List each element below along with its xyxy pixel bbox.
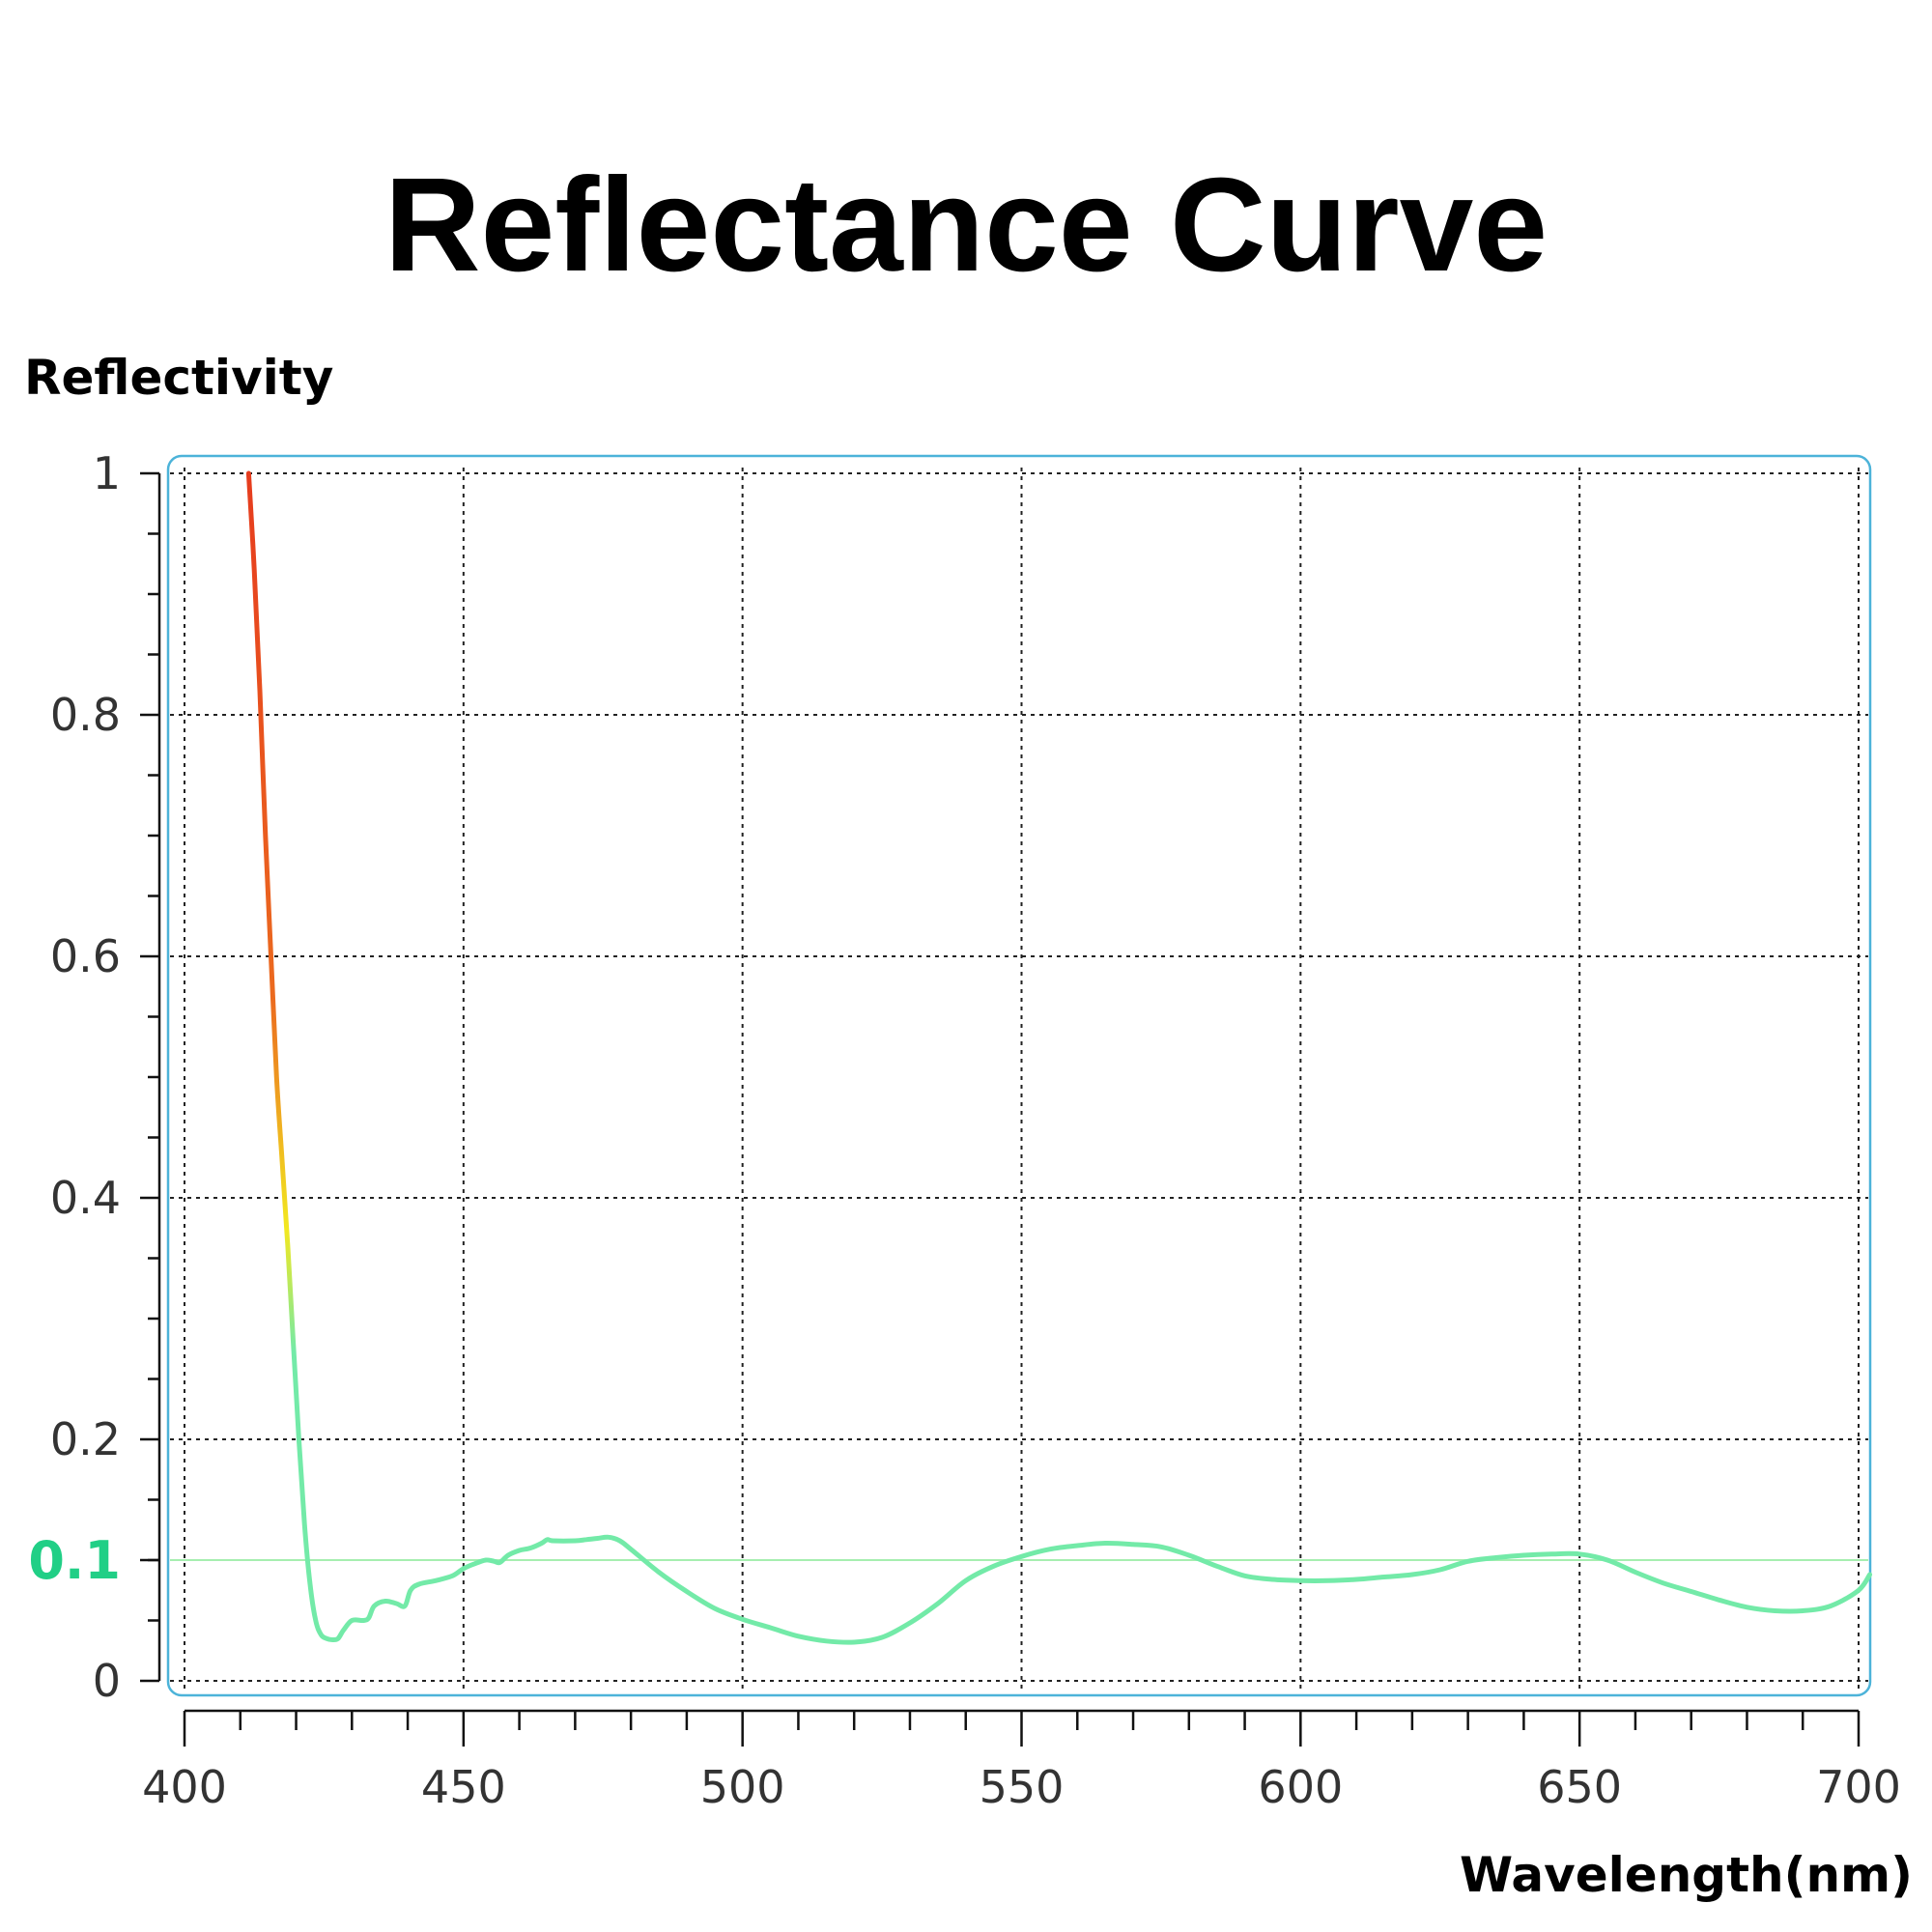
- reflectance-curve-0: [245, 470, 1873, 1645]
- y-tick-label-1: 1: [93, 447, 121, 499]
- x-tick-label-650: 650: [1537, 1761, 1622, 1813]
- grid-lines: [170, 468, 1868, 1689]
- x-tick-label-700: 700: [1816, 1761, 1901, 1813]
- y-tick-label-0_6: 0.6: [50, 930, 121, 982]
- x-tick-label-600: 600: [1258, 1761, 1343, 1813]
- y-tick-label-0_4: 0.4: [50, 1172, 121, 1224]
- x-tick-label-450: 450: [421, 1761, 506, 1813]
- x-axis-title: Wavelength(nm): [1460, 1847, 1913, 1903]
- y-axis-title: Reflectivity: [24, 350, 333, 406]
- reference-line-label: 0.1: [28, 1530, 121, 1591]
- chart-title: Reflectance Curve: [384, 151, 1548, 299]
- axes: [140, 471, 1861, 1747]
- x-tick-label-500: 500: [700, 1761, 785, 1813]
- x-tick-label-550: 550: [980, 1761, 1065, 1813]
- y-tick-label-0_8: 0.8: [50, 689, 121, 741]
- series-group: [245, 470, 1873, 1645]
- x-tick-label-400: 400: [142, 1761, 227, 1813]
- y-tick-label-0: 0: [93, 1655, 121, 1707]
- plot-frame: [166, 454, 1872, 1697]
- y-tick-label-0_2: 0.2: [50, 1413, 121, 1465]
- reference-line-group: 0.1: [28, 1530, 1868, 1591]
- tick-labels: 400 450 500 550 600 650 700 0 0.2 0.4 0.6 0.8 1: [50, 447, 1901, 1813]
